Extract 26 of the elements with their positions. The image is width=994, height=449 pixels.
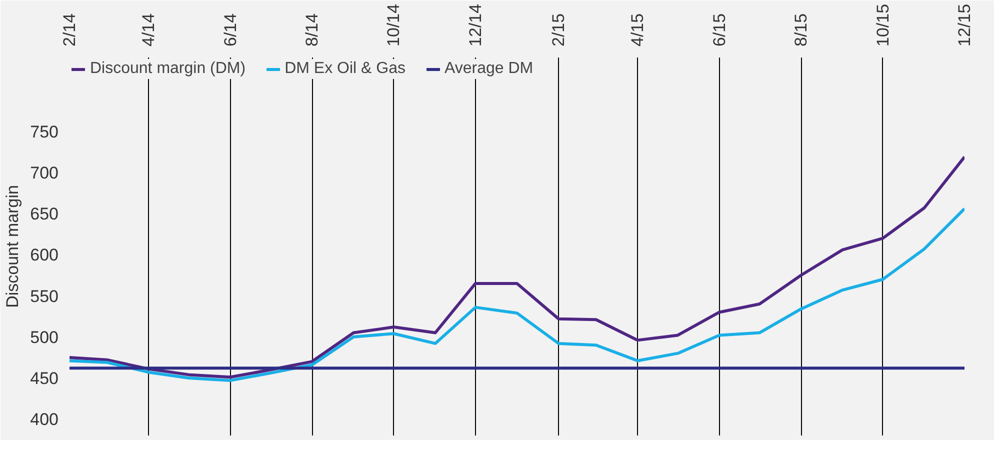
y-tick-label: 700: [30, 164, 59, 183]
x-tick-label: 4/15: [628, 13, 648, 46]
y-tick-label: 400: [30, 410, 59, 430]
legend-label: DM Ex Oil & Gas: [284, 60, 406, 78]
y-tick-label: 500: [30, 328, 59, 347]
x-tick-label: 2/15: [549, 13, 568, 46]
x-tick-label: 6/15: [710, 13, 729, 46]
legend-label: Discount margin (DM): [90, 60, 246, 78]
line-series: [70, 155, 964, 379]
x-tick-label: 12/14: [466, 4, 485, 46]
line-series: [70, 207, 964, 382]
x-tick-label: 10/14: [384, 4, 404, 46]
y-tick-label: 600: [30, 246, 59, 265]
y-tick-label: 650: [30, 204, 59, 224]
x-tick-label: 8/14: [302, 13, 322, 46]
x-tick-label: 2/14: [60, 13, 79, 46]
y-axis-title: Discount margin: [3, 185, 22, 308]
y-tick-label: 550: [30, 286, 59, 306]
y-tick-label: 750: [30, 122, 59, 142]
y-tick-label: 450: [30, 368, 59, 388]
x-tick-label: 6/14: [220, 13, 240, 46]
x-tick-label: 10/15: [873, 4, 892, 46]
x-tick-label: 4/14: [139, 13, 158, 46]
x-tick-label: 12/15: [955, 4, 974, 46]
x-tick-label: 8/15: [792, 13, 811, 46]
legend-label: Average DM: [444, 60, 534, 78]
